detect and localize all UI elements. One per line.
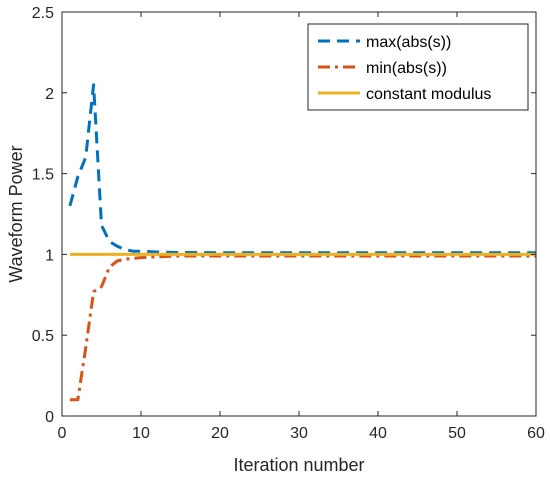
axes: 0 10 20 30 40 50 60 0 0.5 1 1.5 2 2.5	[32, 5, 545, 442]
y-axis-label: Waveform Power	[6, 145, 26, 282]
x-tick-label: 10	[132, 425, 150, 442]
series-line-1	[68, 83, 536, 255]
x-tick-label: 30	[290, 425, 308, 442]
y-tick-label: 2	[45, 86, 54, 103]
y-tick-label: 1.5	[32, 167, 54, 184]
x-tick-label: 50	[448, 425, 466, 442]
series-line-2	[69, 254, 536, 402]
x-tick-label: 60	[527, 425, 545, 442]
x-axis-label: Iteration number	[233, 455, 364, 475]
legend-label-1: max(abs(s))	[366, 34, 451, 51]
plot-area	[68, 83, 536, 402]
x-tick-label: 20	[211, 425, 229, 442]
y-tick-label: 2.5	[32, 5, 54, 22]
legend-label-2: min(abs(s))	[366, 60, 447, 77]
y-tick-label: 1	[45, 247, 54, 264]
y-tick-label: 0	[45, 409, 54, 426]
legend-label-3: constant modulus	[366, 86, 491, 103]
x-tick-label: 40	[369, 425, 387, 442]
x-tick-label: 0	[58, 425, 67, 442]
y-tick-label: 0.5	[32, 328, 54, 345]
legend: max(abs(s)) min(abs(s)) constant modulus	[307, 23, 529, 111]
